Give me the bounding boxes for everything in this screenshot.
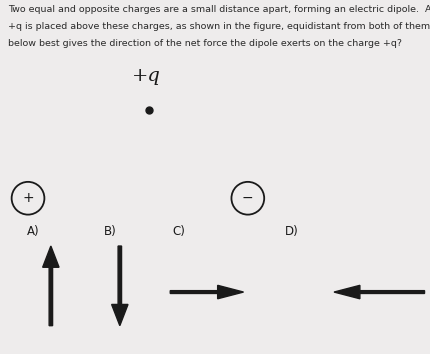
FancyArrow shape [170, 285, 243, 299]
Text: B): B) [103, 225, 116, 238]
FancyArrow shape [333, 285, 424, 299]
Text: Two equal and opposite charges are a small distance apart, forming an electric d: Two equal and opposite charges are a sma… [8, 5, 430, 14]
FancyArrow shape [111, 246, 128, 326]
FancyArrow shape [43, 246, 59, 326]
Text: +: + [22, 191, 34, 205]
Text: +q: +q [132, 67, 160, 85]
Text: A): A) [27, 225, 39, 238]
Text: below best gives the direction of the net force the dipole exerts on the charge : below best gives the direction of the ne… [8, 39, 401, 48]
Text: +q is placed above these charges, as shown in the figure, equidistant from both : +q is placed above these charges, as sho… [8, 22, 430, 31]
Text: −: − [242, 191, 253, 205]
Text: C): C) [172, 225, 185, 238]
Text: D): D) [284, 225, 298, 238]
